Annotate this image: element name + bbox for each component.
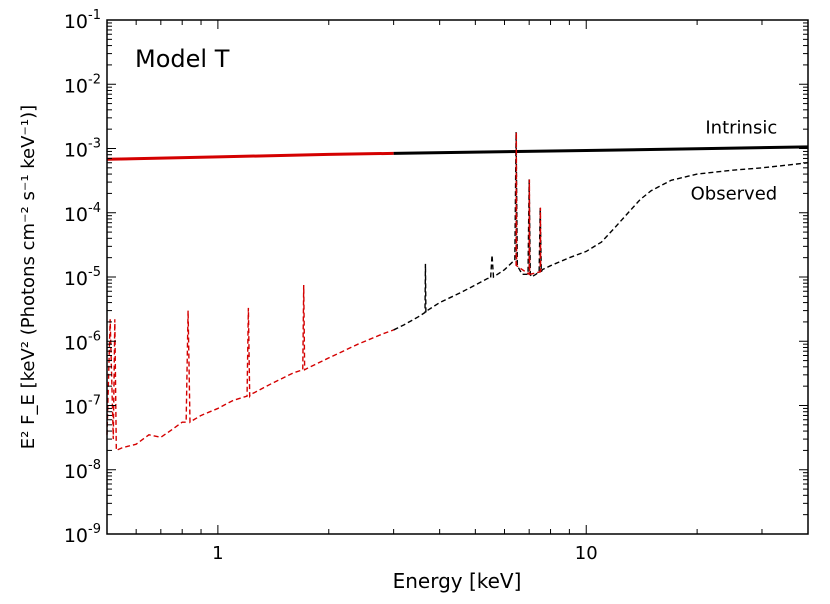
y-tick-label: 10-3 [64,137,101,162]
series-layer [106,132,809,452]
y-tick-label: 10-4 [64,201,101,226]
plot-frame [106,19,809,535]
annotation-observed: Observed [691,184,778,205]
y-tick-label: 10-9 [64,522,101,547]
series-intrinsic-segment-1 [393,145,809,155]
y-tick-label: 10-5 [64,265,101,290]
y-tick-label: 10-2 [64,72,101,97]
series-observed-segment-0 [106,285,394,452]
y-tick-label: 10-8 [64,458,101,483]
y-tick-label: 10-6 [64,329,101,354]
y-tick-label: 10-1 [64,8,101,33]
y-tick-label: 10-7 [64,394,101,419]
annotation-intrinsic: Intrinsic [705,118,777,139]
chart-title: Model T [135,45,230,73]
series-observed-segment-2 [515,132,542,276]
labels-layer: 1 10 10-9 10-8 10-7 10-6 10-5 10-4 10-3 10-2 10-1 I… [64,8,777,564]
x-tick-label: 10 [575,543,598,564]
series-intrinsic-segment-0 [106,151,394,161]
ticks-layer [107,19,808,535]
x-axis-label: Energy [keV] [393,569,522,593]
x-tick-label: 1 [212,543,223,564]
series-observed-segment-1 [393,132,809,331]
y-axis-label: E² F_E [keV² (Photons cm⁻² s⁻¹ keV⁻¹)] [18,105,39,449]
